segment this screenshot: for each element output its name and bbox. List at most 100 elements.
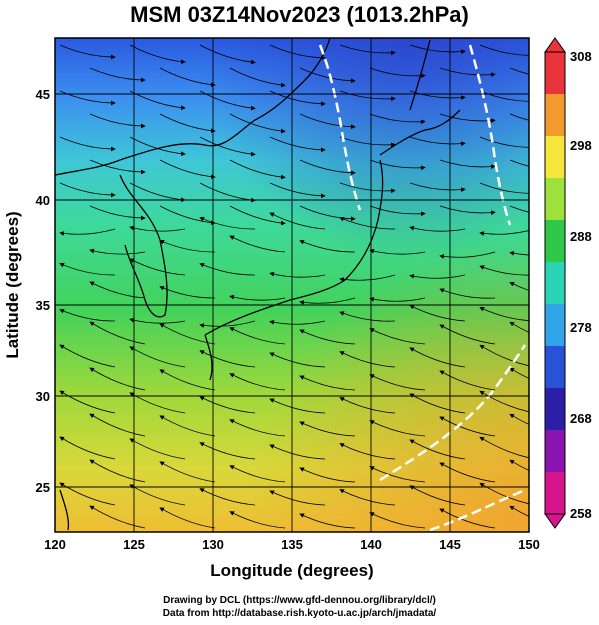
streamline	[159, 113, 216, 134]
streamline	[369, 420, 426, 437]
streamline	[229, 294, 286, 301]
streamline	[229, 67, 286, 88]
streamline	[159, 239, 216, 253]
streamline	[439, 288, 496, 299]
streamline	[439, 370, 496, 391]
streamline	[89, 205, 146, 221]
streamline	[339, 443, 396, 460]
streamline	[199, 216, 256, 230]
streamline	[59, 262, 116, 276]
streamline	[509, 159, 529, 167]
streamline	[89, 248, 146, 255]
streamline	[479, 306, 529, 322]
colorbar-segment	[545, 178, 565, 221]
streamline	[59, 136, 116, 152]
footer-drawing-credit: Drawing by DCL (https://www.gfd-dennou.o…	[163, 595, 436, 606]
streamline	[479, 90, 529, 102]
streamline	[229, 373, 286, 391]
colorbar-tick-label: 268	[570, 411, 592, 426]
streamline	[339, 311, 396, 322]
kyushu-coast	[204, 334, 213, 381]
colorbar-segment	[545, 388, 565, 431]
streamline	[159, 415, 216, 437]
streamline	[299, 297, 356, 305]
streamline	[129, 90, 186, 111]
y-tick-label: 25	[36, 480, 50, 495]
streamline	[339, 216, 396, 230]
streamline	[409, 305, 466, 322]
y-tick-label: 45	[36, 87, 50, 102]
streamline	[159, 285, 216, 299]
streamline	[439, 251, 496, 259]
streamline	[59, 436, 116, 460]
chart-title: MSM 03Z14Nov2023 (1013.2hPa)	[130, 2, 469, 27]
streamline	[369, 205, 426, 217]
colorbar-segment	[545, 136, 565, 179]
streamline	[229, 113, 286, 134]
streamline	[229, 419, 286, 437]
streamline	[89, 367, 146, 391]
streamline	[299, 467, 356, 483]
streamline	[369, 466, 426, 483]
streamline	[269, 212, 326, 230]
streamline	[409, 273, 466, 279]
colorbar-segment	[545, 220, 565, 263]
streamline	[369, 159, 426, 171]
streamline	[439, 416, 496, 437]
streamline	[199, 90, 256, 111]
streamline	[479, 390, 529, 413]
streamline	[439, 205, 496, 216]
streamline	[409, 225, 466, 232]
streamline	[369, 67, 426, 79]
streamline	[159, 461, 216, 483]
streamline	[159, 369, 216, 391]
streamline	[89, 281, 146, 299]
streamline	[129, 225, 186, 232]
streamline	[479, 182, 529, 194]
asia-mainland-coast	[55, 38, 331, 176]
streamline	[439, 159, 496, 170]
coastlines	[55, 38, 461, 531]
colorbar-tick-label: 278	[570, 320, 592, 335]
streamline	[409, 182, 466, 193]
x-tick-label: 120	[44, 537, 66, 552]
colorbar-segment	[545, 94, 565, 137]
wind-streamlines	[59, 44, 529, 529]
streamline	[509, 205, 529, 213]
streamline	[129, 317, 186, 324]
colorbar-tick-label: 298	[570, 138, 592, 153]
streamline	[159, 67, 216, 88]
x-axis-title: Longitude (degrees)	[210, 561, 373, 580]
streamline	[129, 258, 186, 276]
streamline	[199, 320, 256, 328]
colorbar-tick-label: 308	[570, 49, 592, 64]
streamline	[129, 392, 186, 414]
streamline	[299, 113, 356, 130]
x-tick-label: 135	[281, 537, 303, 552]
colorbar-segment	[545, 346, 565, 389]
y-axis: 45 40 35 30 25 Latitude (degrees)	[3, 87, 50, 495]
streamline	[59, 182, 116, 198]
streamline	[229, 205, 286, 226]
streamline	[269, 136, 326, 153]
streamline	[299, 375, 356, 391]
streamline	[299, 421, 356, 437]
streamline	[199, 262, 256, 276]
streamline	[339, 136, 396, 148]
isotherm-line-4	[429, 488, 526, 532]
streamline	[159, 159, 216, 180]
streamline	[479, 136, 529, 148]
y-axis-title: Latitude (degrees)	[3, 211, 22, 358]
korea-coast	[119, 174, 168, 318]
streamline	[369, 248, 426, 255]
streamline	[159, 205, 216, 226]
streamline	[199, 396, 256, 414]
taiwan-coast	[59, 489, 70, 531]
streamline	[479, 265, 529, 276]
streamline	[479, 436, 529, 459]
streamline	[409, 439, 466, 460]
streamline	[89, 159, 146, 175]
streamline	[339, 351, 396, 368]
y-tick-label: 40	[36, 193, 50, 208]
